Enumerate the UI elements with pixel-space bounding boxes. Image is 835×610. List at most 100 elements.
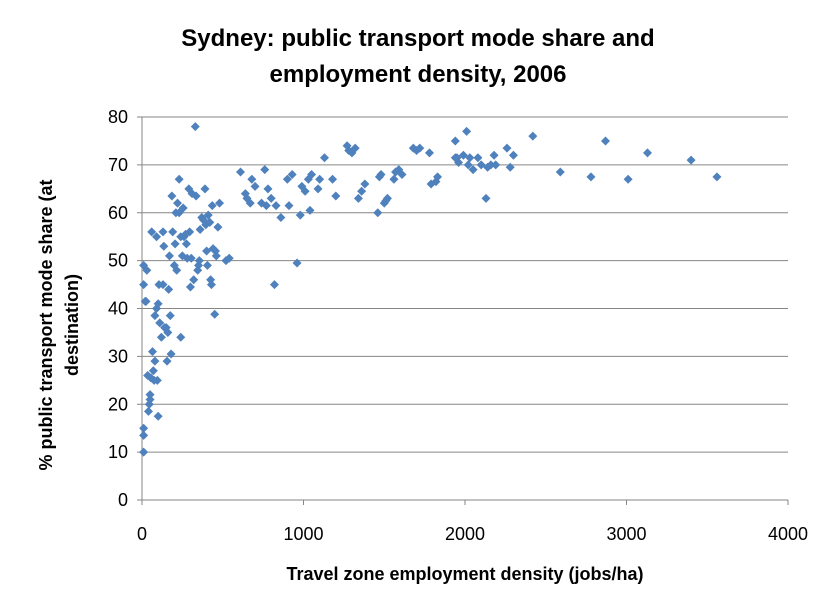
data-point	[465, 153, 475, 163]
data-point	[319, 153, 329, 163]
chart-title: Sydney: public transport mode share and …	[181, 25, 654, 88]
data-point	[271, 201, 281, 211]
data-point	[190, 122, 200, 132]
data-point	[139, 447, 149, 457]
data-point	[295, 210, 305, 220]
data-point	[357, 186, 367, 196]
data-point	[158, 227, 168, 237]
y-tick-label: 80	[108, 107, 128, 127]
data-point	[250, 181, 260, 191]
data-point	[313, 184, 323, 194]
data-point	[162, 356, 172, 366]
data-point	[315, 174, 325, 184]
data-point	[145, 390, 155, 400]
data-point	[305, 205, 315, 215]
y-tick-label: 60	[108, 203, 128, 223]
y-tick-label: 30	[108, 346, 128, 366]
data-point	[139, 430, 149, 440]
data-point	[150, 311, 160, 321]
x-tick-label: 0	[137, 524, 147, 544]
data-point	[433, 172, 443, 182]
data-point	[373, 208, 383, 218]
x-axis-label: Travel zone employment density (jobs/ha)	[286, 564, 643, 584]
data-point	[207, 201, 217, 211]
data-point	[269, 280, 279, 290]
data-point	[173, 198, 183, 208]
data-point	[247, 174, 257, 184]
data-point	[170, 239, 180, 249]
data-point	[148, 366, 158, 376]
data-point	[261, 201, 271, 211]
data-point	[205, 217, 215, 227]
data-point	[166, 349, 176, 359]
data-point	[165, 311, 175, 321]
data-point	[186, 253, 196, 263]
data-point	[213, 222, 223, 232]
data-point	[172, 265, 182, 275]
data-point	[481, 193, 491, 203]
data-point	[141, 296, 151, 306]
data-point	[174, 174, 184, 184]
data-point	[164, 251, 174, 261]
data-point	[155, 318, 165, 328]
data-point	[454, 157, 464, 167]
x-tick-labels: 0 1000 2000 3000 4000	[137, 524, 808, 544]
data-point	[178, 203, 188, 213]
x-tick-label: 3000	[606, 524, 646, 544]
data-point	[236, 167, 246, 177]
data-point	[152, 232, 162, 242]
data-point	[502, 143, 512, 153]
data-point	[463, 160, 473, 170]
data-point	[353, 193, 363, 203]
data-point	[194, 256, 204, 266]
y-axis-label: % public transport mode share (at destin…	[36, 179, 82, 470]
data-point	[167, 191, 177, 201]
data-point	[292, 258, 302, 268]
data-point	[156, 332, 166, 342]
data-point	[300, 186, 310, 196]
y-axis-label-line-2: destination)	[62, 274, 82, 376]
data-point	[200, 184, 210, 194]
data-point	[147, 347, 157, 357]
data-point	[284, 201, 294, 211]
data-point	[266, 193, 276, 203]
y-axis-label-line-1: % public transport mode share (at	[36, 179, 56, 470]
data-point	[152, 375, 162, 385]
data-point	[145, 394, 155, 404]
data-point	[224, 253, 234, 263]
data-point	[491, 160, 501, 170]
data-point	[360, 179, 370, 189]
data-point	[260, 165, 270, 175]
data-points	[139, 122, 722, 457]
data-point	[139, 423, 149, 433]
y-tick-label: 0	[118, 490, 128, 510]
y-tick-label: 20	[108, 394, 128, 414]
x-tick-label: 2000	[445, 524, 485, 544]
data-point	[185, 282, 195, 292]
data-point	[142, 265, 152, 275]
data-point	[287, 169, 297, 179]
data-point	[143, 406, 153, 416]
data-point	[505, 162, 515, 172]
y-tick-label: 70	[108, 155, 128, 175]
data-point	[601, 136, 611, 146]
data-point	[555, 167, 565, 177]
data-point	[307, 169, 317, 179]
y-tick-label: 50	[108, 251, 128, 271]
chart-title-line-2: employment density, 2006	[270, 61, 567, 88]
data-point	[712, 172, 722, 182]
data-point	[147, 227, 157, 237]
chart-title-line-1: Sydney: public transport mode share and	[181, 25, 654, 52]
data-point	[686, 155, 696, 165]
data-point	[203, 210, 213, 220]
data-point	[415, 143, 425, 153]
data-point	[164, 284, 174, 294]
data-point	[206, 280, 216, 290]
data-point	[210, 309, 220, 319]
data-point	[473, 153, 483, 163]
data-point	[153, 299, 163, 309]
data-point	[202, 260, 212, 270]
data-point	[424, 148, 434, 158]
data-point	[176, 332, 186, 342]
data-point	[191, 191, 201, 201]
